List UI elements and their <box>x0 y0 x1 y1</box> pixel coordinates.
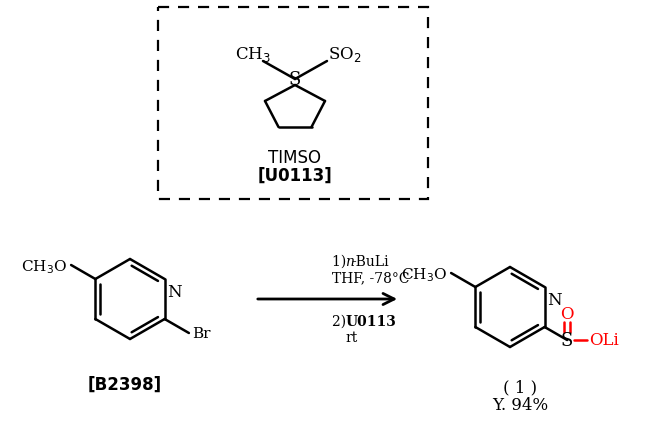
Text: CH$_3$: CH$_3$ <box>235 44 271 63</box>
Text: N: N <box>167 283 182 300</box>
Text: CH$_3$O: CH$_3$O <box>401 265 447 283</box>
Text: TIMSO: TIMSO <box>269 149 322 167</box>
Text: Y. 94%: Y. 94% <box>492 397 548 414</box>
Text: CH$_3$O: CH$_3$O <box>21 258 67 275</box>
Text: rt: rt <box>346 330 358 344</box>
Text: 2): 2) <box>332 314 351 328</box>
Text: THF, -78°C: THF, -78°C <box>332 271 410 284</box>
Text: n: n <box>346 254 354 268</box>
Text: S: S <box>289 71 302 89</box>
Text: OLi: OLi <box>589 332 619 349</box>
Text: Br: Br <box>192 326 210 340</box>
Text: [B2398]: [B2398] <box>88 375 162 393</box>
Text: N: N <box>547 291 561 308</box>
Text: O: O <box>560 306 574 323</box>
Text: SO$_2$: SO$_2$ <box>328 44 362 63</box>
Text: S: S <box>561 331 574 349</box>
Text: U0113: U0113 <box>346 314 397 328</box>
Text: -BuLi: -BuLi <box>352 254 389 268</box>
Text: 1): 1) <box>332 254 351 268</box>
Text: ( 1 ): ( 1 ) <box>503 379 537 396</box>
Text: [U0113]: [U0113] <box>258 167 332 184</box>
